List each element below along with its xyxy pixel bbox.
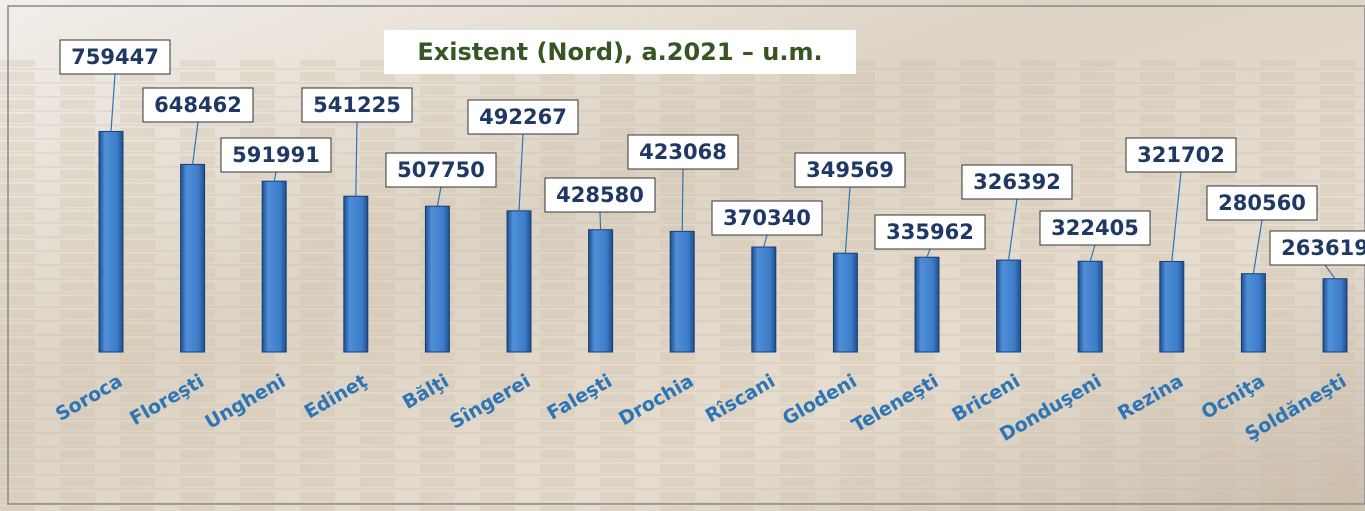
bar — [996, 259, 1022, 353]
value-label-box — [711, 200, 823, 236]
value-label-box — [220, 137, 332, 173]
bar — [832, 252, 858, 353]
value-label: 507750 — [397, 158, 485, 182]
frame — [7, 5, 1365, 505]
leader-line — [1089, 244, 1096, 262]
bar — [424, 205, 450, 353]
value-label-box — [1039, 210, 1151, 246]
value-label-box — [467, 99, 579, 135]
value-label: 591991 — [232, 143, 320, 167]
value-label: 759447 — [71, 45, 159, 69]
value-label-box — [59, 39, 171, 75]
bar — [1077, 260, 1103, 353]
value-label-box — [961, 164, 1073, 200]
chart-title: Existent (Nord), a.2021 – u.m. — [417, 38, 822, 66]
bar — [180, 163, 206, 353]
leader-line — [681, 168, 684, 232]
value-label: 326392 — [973, 170, 1061, 194]
value-label-box — [627, 134, 739, 170]
value-label-box — [1269, 230, 1365, 266]
bar — [1322, 278, 1348, 353]
bar — [343, 195, 369, 353]
value-label-box — [301, 87, 413, 123]
value-label-box — [794, 152, 906, 188]
bar — [506, 210, 532, 353]
value-label: 648462 — [154, 93, 242, 117]
leader-line — [192, 121, 199, 165]
leader-line — [355, 121, 358, 197]
value-label: 321702 — [1137, 143, 1225, 167]
bar — [1240, 273, 1266, 353]
value-label-box — [385, 152, 497, 188]
leader-line — [110, 73, 116, 132]
bar — [669, 230, 695, 353]
value-label: 280560 — [1218, 191, 1306, 215]
bar — [1159, 260, 1185, 353]
value-label-box — [1206, 185, 1318, 221]
bar — [588, 229, 614, 353]
leader-line — [763, 234, 768, 248]
value-label: 492267 — [479, 105, 567, 129]
value-label: 335962 — [886, 220, 974, 244]
leader-line — [926, 248, 931, 258]
leader-line — [599, 211, 602, 230]
leader-line — [1324, 264, 1336, 280]
leader-line — [1252, 219, 1263, 274]
value-label-box — [1125, 137, 1237, 173]
leader-line — [1008, 198, 1018, 261]
bar — [98, 130, 124, 353]
leader-line — [844, 186, 851, 254]
value-label: 263619 — [1281, 236, 1365, 260]
value-label: 428580 — [556, 183, 644, 207]
title-box — [384, 30, 856, 74]
value-label: 370340 — [723, 206, 811, 230]
value-label-box — [142, 87, 254, 123]
value-label: 541225 — [313, 93, 401, 117]
value-label: 322405 — [1051, 216, 1139, 240]
bar — [261, 180, 287, 353]
leader-line — [1171, 171, 1182, 262]
value-label: 423068 — [639, 140, 727, 164]
bar — [751, 246, 777, 353]
leader-line — [518, 133, 524, 211]
bar — [914, 256, 940, 353]
leader-line — [436, 186, 442, 207]
value-label: 349569 — [806, 158, 894, 182]
value-label-box — [544, 177, 656, 213]
value-label-box — [874, 214, 986, 250]
leader-line — [273, 171, 277, 182]
